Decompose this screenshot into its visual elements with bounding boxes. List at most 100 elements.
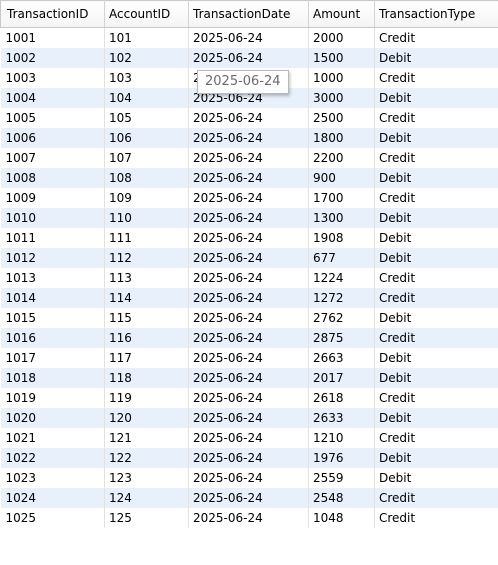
transactiontype-cell[interactable]: Debit [374,408,498,428]
transactionid-cell[interactable]: 1004 [0,88,105,108]
amount-cell[interactable]: 1700 [308,188,375,208]
table-row[interactable]: 1020 120 2025-06-24 2633 Debit [0,408,498,428]
transactiondate-cell[interactable]: 2025-06-24 [188,468,309,488]
transactionid-cell[interactable]: 1025 [0,508,105,528]
transactiontype-cell[interactable]: Credit [374,68,498,88]
transactiontype-cell[interactable]: Debit [374,88,498,108]
transactionid-cell[interactable]: 1017 [0,348,105,368]
transactiontype-cell[interactable]: Credit [374,288,498,308]
amount-cell[interactable]: 1224 [308,268,375,288]
transactionid-cell[interactable]: 1021 [0,428,105,448]
transactionid-cell[interactable]: 1024 [0,488,105,508]
accountid-cell[interactable]: 123 [104,468,189,488]
transactiondate-cell[interactable]: 2025-06-24 [188,348,309,368]
transactiontype-cell[interactable]: Credit [374,488,498,508]
transactiondate-cell[interactable]: 2025-06-24 [188,108,309,128]
accountid-cell[interactable]: 103 [104,68,189,88]
transactionid-cell[interactable]: 1012 [0,248,105,268]
transactiontype-cell[interactable]: Debit [374,468,498,488]
transactiondate-cell[interactable]: 2025-06-24 [188,488,309,508]
transactionid-cell[interactable]: 1003 [0,68,105,88]
transactiontype-cell[interactable]: Credit [374,188,498,208]
accountid-cell[interactable]: 116 [104,328,189,348]
table-row[interactable]: 1017 117 2025-06-24 2663 Debit [0,348,498,368]
accountid-cell[interactable]: 101 [104,27,189,48]
amount-cell[interactable]: 3000 [308,88,375,108]
accountid-cell[interactable]: 109 [104,188,189,208]
transactionid-cell[interactable]: 1015 [0,308,105,328]
table-row[interactable]: 1006 106 2025-06-24 1800 Debit [0,128,498,148]
accountid-cell[interactable]: 125 [104,508,189,528]
column-header-transactiontype[interactable]: TransactionType [374,0,498,28]
amount-cell[interactable]: 1300 [308,208,375,228]
accountid-cell[interactable]: 104 [104,88,189,108]
amount-cell[interactable]: 2633 [308,408,375,428]
amount-cell[interactable]: 1048 [308,508,375,528]
accountid-cell[interactable]: 115 [104,308,189,328]
accountid-cell[interactable]: 106 [104,128,189,148]
transactiondate-cell[interactable]: 2025-06-24 [188,208,309,228]
amount-cell[interactable]: 1000 [308,68,375,88]
table-row[interactable]: 1019 119 2025-06-24 2618 Credit [0,388,498,408]
accountid-cell[interactable]: 110 [104,208,189,228]
transactiondate-cell[interactable]: 2025-06-24 [188,188,309,208]
amount-cell[interactable]: 1800 [308,128,375,148]
amount-cell[interactable]: 2762 [308,308,375,328]
transactiontype-cell[interactable]: Debit [374,168,498,188]
transactiondate-cell[interactable]: 2025-06-24 [188,408,309,428]
amount-cell[interactable]: 900 [308,168,375,188]
accountid-cell[interactable]: 111 [104,228,189,248]
table-row[interactable]: 1011 111 2025-06-24 1908 Debit [0,228,498,248]
amount-cell[interactable]: 2000 [308,27,375,48]
amount-cell[interactable]: 1500 [308,48,375,68]
transactionid-cell[interactable]: 1005 [0,108,105,128]
accountid-cell[interactable]: 117 [104,348,189,368]
accountid-cell[interactable]: 122 [104,448,189,468]
accountid-cell[interactable]: 119 [104,388,189,408]
accountid-cell[interactable]: 124 [104,488,189,508]
transactionid-cell[interactable]: 1014 [0,288,105,308]
amount-cell[interactable]: 2559 [308,468,375,488]
transactiontype-cell[interactable]: Credit [374,328,498,348]
transactiontype-cell[interactable]: Debit [374,48,498,68]
transactionid-cell[interactable]: 1002 [0,48,105,68]
transactiondate-cell[interactable]: 2025-06-24 [188,48,309,68]
accountid-cell[interactable]: 120 [104,408,189,428]
transactiontype-cell[interactable]: Debit [374,308,498,328]
amount-cell[interactable]: 1272 [308,288,375,308]
accountid-cell[interactable]: 114 [104,288,189,308]
table-row[interactable]: 1015 115 2025-06-24 2762 Debit [0,308,498,328]
accountid-cell[interactable]: 108 [104,168,189,188]
transactiontype-cell[interactable]: Credit [374,148,498,168]
amount-cell[interactable]: 1908 [308,228,375,248]
column-header-transactiondate[interactable]: TransactionDate [188,0,309,28]
transactiondate-cell[interactable]: 2025-06-24 [188,448,309,468]
table-row[interactable]: 1008 108 2025-06-24 900 Debit [0,168,498,188]
transactionid-cell[interactable]: 1006 [0,128,105,148]
transactionid-cell[interactable]: 1018 [0,368,105,388]
transactionid-cell[interactable]: 1016 [0,328,105,348]
accountid-cell[interactable]: 105 [104,108,189,128]
accountid-cell[interactable]: 113 [104,268,189,288]
transactiontype-cell[interactable]: Credit [374,108,498,128]
table-row[interactable]: 1018 118 2025-06-24 2017 Debit [0,368,498,388]
transactiontype-cell[interactable]: Credit [374,508,498,528]
accountid-cell[interactable]: 118 [104,368,189,388]
transactiontype-cell[interactable]: Credit [374,27,498,48]
transactionid-cell[interactable]: 1010 [0,208,105,228]
table-row[interactable]: 1021 121 2025-06-24 1210 Credit [0,428,498,448]
transactiondate-cell[interactable]: 2025-06-24 [188,388,309,408]
column-header-transactionid[interactable]: TransactionID [0,0,105,28]
accountid-cell[interactable]: 112 [104,248,189,268]
transactiondate-cell[interactable]: 2025-06-24 [188,508,309,528]
transactiontype-cell[interactable]: Credit [374,388,498,408]
transactiondate-cell[interactable]: 2025-06-24 [188,228,309,248]
transactiontype-cell[interactable]: Debit [374,248,498,268]
transactiondate-cell[interactable]: 2025-06-24 [188,27,309,48]
table-row[interactable]: 1009 109 2025-06-24 1700 Credit [0,188,498,208]
table-row[interactable]: 1025 125 2025-06-24 1048 Credit [0,508,498,528]
table-row[interactable]: 1022 122 2025-06-24 1976 Debit [0,448,498,468]
transactionid-cell[interactable]: 1007 [0,148,105,168]
table-row[interactable]: 1001 101 2025-06-24 2000 Credit [0,27,498,48]
table-row[interactable]: 1002 102 2025-06-24 1500 Debit [0,48,498,68]
